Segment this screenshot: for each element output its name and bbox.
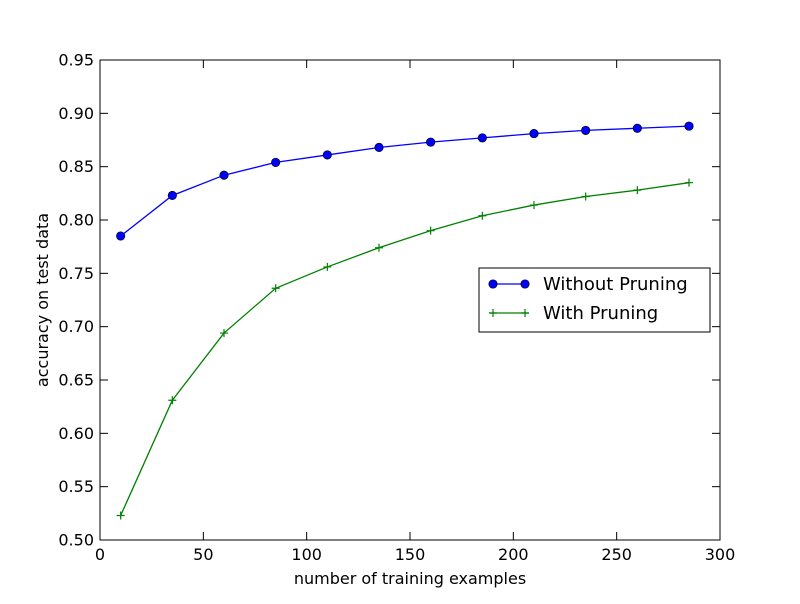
legend-marker-without-pruning [488, 279, 498, 289]
legend-entry-without-pruning: Without Pruning [488, 274, 688, 295]
y-tick-label: 0.85 [58, 157, 94, 176]
series-line-without-pruning [120, 125, 690, 237]
legend-marker-with-pruning [521, 309, 529, 317]
legend-label-with-pruning: With Pruning [543, 303, 658, 324]
data-point-with-pruning [478, 211, 487, 220]
data-point-without-pruning [322, 150, 332, 160]
series-line-with-pruning [120, 182, 690, 516]
y-tick-label: 0.70 [58, 317, 94, 336]
data-point-with-pruning [116, 511, 125, 520]
y-tick-label: 0.50 [58, 531, 94, 550]
y-tick-label: 0.95 [58, 51, 94, 70]
data-point-without-pruning [477, 133, 487, 143]
x-tick-label: 0 [95, 545, 105, 564]
x-axis-label: number of training examples [294, 569, 526, 588]
x-tick-label: 200 [498, 545, 529, 564]
x-tick-label: 100 [291, 545, 322, 564]
legend-marker-without-pruning [520, 279, 530, 289]
data-point-without-pruning [632, 123, 642, 133]
data-point-with-pruning [323, 262, 332, 271]
x-tick-label: 50 [193, 545, 213, 564]
y-tick-label: 0.75 [58, 264, 94, 283]
data-point-with-pruning [271, 284, 280, 293]
data-point-without-pruning [116, 231, 126, 241]
data-point-with-pruning [426, 226, 435, 235]
legend: Without Pruning With Pruning [478, 267, 711, 333]
x-tick-label: 250 [601, 545, 632, 564]
series-layer [116, 121, 694, 520]
y-tick-label: 0.55 [58, 477, 94, 496]
data-point-without-pruning [374, 142, 384, 153]
y-tick-label: 0.80 [58, 211, 94, 230]
y-tick-label: 0.60 [58, 424, 94, 443]
data-point-with-pruning [633, 186, 642, 195]
data-point-with-pruning [168, 396, 177, 405]
legend-label-without-pruning: Without Pruning [543, 274, 688, 295]
y-tick-label: 0.65 [58, 371, 94, 390]
y-tick-label: 0.90 [58, 104, 94, 123]
data-point-without-pruning [581, 125, 591, 135]
data-point-without-pruning [167, 190, 177, 201]
data-point-without-pruning [529, 129, 539, 139]
data-point-without-pruning [219, 170, 229, 180]
data-point-with-pruning [685, 178, 693, 187]
data-point-with-pruning [220, 329, 228, 338]
data-point-without-pruning [271, 157, 281, 167]
legend-marker-with-pruning [489, 309, 497, 317]
x-tick-label: 300 [705, 545, 736, 564]
data-point-with-pruning [375, 243, 383, 252]
x-tick-label: 150 [395, 545, 426, 564]
data-point-with-pruning [530, 201, 538, 210]
data-point-without-pruning [426, 137, 436, 147]
data-point-without-pruning [684, 121, 694, 131]
data-point-with-pruning [581, 192, 590, 201]
plot-frame [99, 59, 721, 541]
legend-entry-with-pruning: With Pruning [489, 303, 658, 324]
legend-box [478, 267, 711, 333]
y-axis-label: accuracy on test data [33, 213, 52, 387]
